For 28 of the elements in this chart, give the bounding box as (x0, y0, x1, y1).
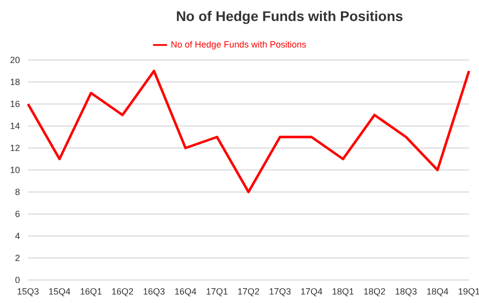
x-tick-label: 18Q3 (394, 286, 418, 296)
x-tick-label: 16Q1 (80, 286, 102, 296)
x-tick-label: 16Q4 (174, 286, 197, 296)
y-tick-label: 10 (10, 165, 20, 176)
y-tick-label: 0 (14, 275, 20, 286)
x-tick-label: 18Q1 (332, 286, 354, 296)
x-tick-label: 18Q4 (426, 286, 449, 296)
x-tick-label: 15Q4 (48, 286, 71, 296)
y-tick-label: 14 (10, 121, 20, 132)
x-tick-label: 17Q4 (300, 286, 323, 296)
x-tick-label: 16Q3 (142, 286, 166, 296)
y-tick-label: 16 (10, 99, 20, 110)
y-tick-label: 6 (14, 209, 20, 220)
y-tick-label: 12 (10, 143, 20, 154)
y-tick-label: 8 (14, 187, 20, 198)
y-tick-label: 2 (14, 253, 20, 264)
x-tick-label: 15Q3 (16, 286, 40, 296)
line-series (26, 70, 470, 194)
x-tick-label: 17Q3 (268, 286, 292, 296)
y-tick-label: 4 (14, 231, 20, 242)
x-tick-label: 18Q2 (363, 286, 386, 296)
y-tick-label: 18 (10, 77, 20, 88)
legend-label: No of Hedge Funds with Positions (170, 39, 306, 50)
x-tick-label: 17Q2 (237, 286, 260, 296)
chart-title: No of Hedge Funds with Positions (174, 8, 404, 24)
y-tick-label: 20 (10, 55, 20, 66)
x-tick-label: 16Q2 (111, 286, 134, 296)
x-tick-label: 17Q1 (206, 286, 228, 296)
